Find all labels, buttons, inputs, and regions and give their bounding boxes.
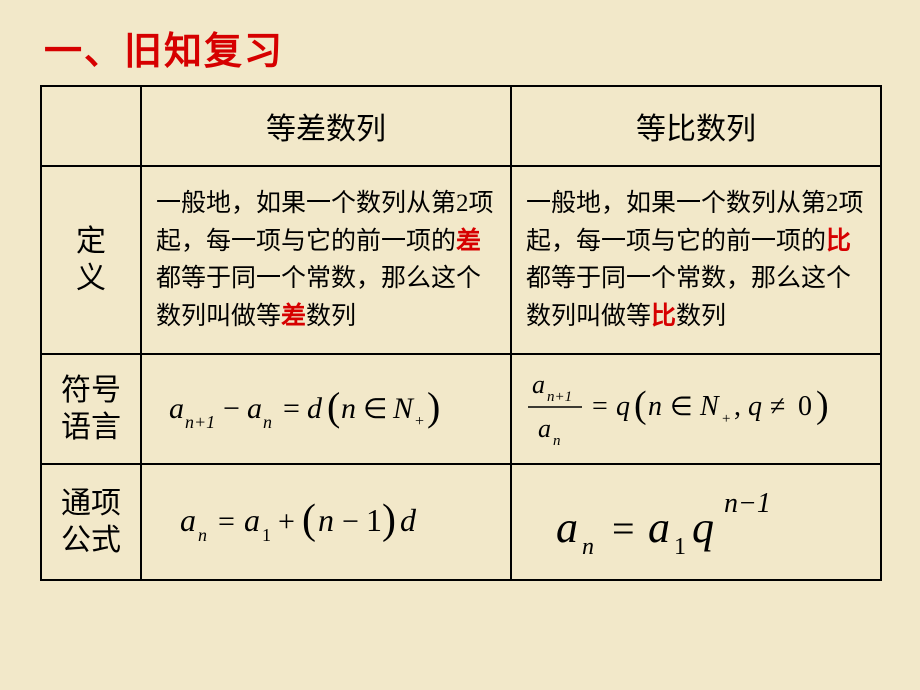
svg-text:a: a — [247, 392, 262, 425]
header-arithmetic: 等差数列 — [141, 86, 511, 166]
def-geom-em1: 比 — [826, 228, 851, 255]
slide: 一、旧知复习 等差数列 等比数列 定 义 一般地，如果一个数列从第2项起，每一项… — [0, 0, 920, 690]
svg-text:N: N — [392, 392, 415, 425]
svg-text:(: ( — [634, 384, 647, 426]
def-geometric: 一般地，如果一个数列从第2项起，每一项与它的前一项的比都等于同一个常数，那么这个… — [511, 166, 881, 354]
svg-text:+: + — [722, 411, 730, 427]
svg-text:∈: ∈ — [670, 392, 693, 421]
def-arith-em1: 差 — [456, 228, 481, 255]
svg-text:(: ( — [302, 497, 316, 543]
row-general: 通项 公式 a n = a 1 + ( n − 1 — [41, 464, 881, 580]
svg-text:(: ( — [327, 384, 340, 429]
svg-text:−: − — [223, 392, 240, 425]
svg-text:n+1: n+1 — [547, 389, 572, 405]
svg-text:): ) — [816, 384, 829, 426]
svg-text:n: n — [553, 433, 561, 449]
svg-text:1: 1 — [262, 525, 271, 545]
svg-notation-arith: a n+1 − a n = d ( n ∈ N + ) — [161, 374, 491, 444]
svg-text:n: n — [263, 412, 272, 432]
svg-text:n: n — [198, 525, 207, 545]
formula-general-arith: a n = a 1 + ( n − 1 ) d — [141, 464, 511, 580]
rowlabel-not-l2: 语言 — [54, 409, 128, 447]
svg-text:a: a — [532, 370, 545, 399]
svg-text:a: a — [180, 502, 196, 538]
svg-text:a: a — [244, 502, 260, 538]
svg-text:d: d — [400, 502, 417, 538]
svg-text:a: a — [169, 392, 184, 425]
rowlabel-notation: 符号 语言 — [41, 354, 141, 464]
svg-text:n: n — [318, 502, 334, 538]
def-geom-p3: 数列 — [676, 303, 726, 330]
svg-text:∈: ∈ — [363, 394, 387, 425]
svg-text:n: n — [648, 391, 662, 422]
svg-text:n−1: n−1 — [724, 488, 771, 519]
svg-text:q: q — [692, 503, 714, 552]
def-arithmetic: 一般地，如果一个数列从第2项起，每一项与它的前一项的差都等于同一个常数，那么这个… — [141, 166, 511, 354]
rowlabel-general: 通项 公式 — [41, 464, 141, 580]
svg-text:a: a — [538, 414, 551, 443]
svg-text:q: q — [748, 391, 762, 422]
svg-text:): ) — [382, 497, 396, 543]
svg-text:a: a — [648, 503, 670, 552]
svg-text:n: n — [582, 534, 594, 560]
svg-text:=: = — [612, 506, 635, 551]
svg-text:q: q — [616, 391, 630, 422]
svg-text:−: − — [342, 505, 359, 538]
rowlabel-gen-l2: 公式 — [54, 522, 128, 560]
rowlabel-gen-l1: 通项 — [54, 485, 128, 523]
svg-text:n: n — [341, 392, 356, 425]
header-blank — [41, 86, 141, 166]
svg-text:N: N — [699, 391, 720, 422]
svg-text:d: d — [307, 392, 323, 425]
def-arith-p3: 数列 — [306, 303, 356, 330]
svg-text:=: = — [592, 391, 608, 422]
svg-text:≠: ≠ — [770, 391, 785, 422]
svg-general-arith: a n = a 1 + ( n − 1 ) d — [166, 487, 486, 557]
rowlabel-definition: 定 义 — [41, 166, 141, 354]
formula-general-geom: a n = a 1 q n−1 — [511, 464, 881, 580]
svg-text:=: = — [283, 392, 300, 425]
svg-text:n+1: n+1 — [185, 412, 215, 432]
def-arith-p1: 一般地，如果一个数列从第2项起，每一项与它的前一项的 — [156, 190, 494, 255]
svg-notation-geom: a n+1 a n = q ( n ∈ N + , q ≠ — [522, 367, 872, 451]
rowlabel-def-l1: 定 — [54, 223, 128, 261]
def-arith-em2: 差 — [281, 303, 306, 330]
row-notation: 符号 语言 a n+1 − a n = d ( n ∈ — [41, 354, 881, 464]
comparison-table: 等差数列 等比数列 定 义 一般地，如果一个数列从第2项起，每一项与它的前一项的… — [40, 85, 882, 581]
svg-text:a: a — [556, 503, 578, 552]
svg-text:+: + — [415, 413, 424, 430]
svg-text:,: , — [734, 391, 741, 422]
formula-notation-geom: a n+1 a n = q ( n ∈ N + , q ≠ — [511, 354, 881, 464]
svg-text:1: 1 — [674, 534, 686, 560]
row-definition: 定 义 一般地，如果一个数列从第2项起，每一项与它的前一项的差都等于同一个常数，… — [41, 166, 881, 354]
def-geom-p1: 一般地，如果一个数列从第2项起，每一项与它的前一项的 — [526, 190, 864, 255]
svg-text:+: + — [278, 505, 295, 538]
table-header-row: 等差数列 等比数列 — [41, 86, 881, 166]
svg-general-geom: a n = a 1 q n−1 — [536, 480, 856, 564]
header-geometric: 等比数列 — [511, 86, 881, 166]
slide-title: 一、旧知复习 — [44, 20, 880, 75]
svg-text:): ) — [427, 384, 440, 429]
rowlabel-not-l1: 符号 — [54, 372, 128, 410]
formula-notation-arith: a n+1 − a n = d ( n ∈ N + ) — [141, 354, 511, 464]
svg-text:=: = — [218, 505, 235, 538]
svg-text:0: 0 — [798, 391, 812, 422]
rowlabel-def-l2: 义 — [54, 260, 128, 298]
def-geom-em2: 比 — [651, 303, 676, 330]
svg-text:1: 1 — [366, 502, 382, 538]
